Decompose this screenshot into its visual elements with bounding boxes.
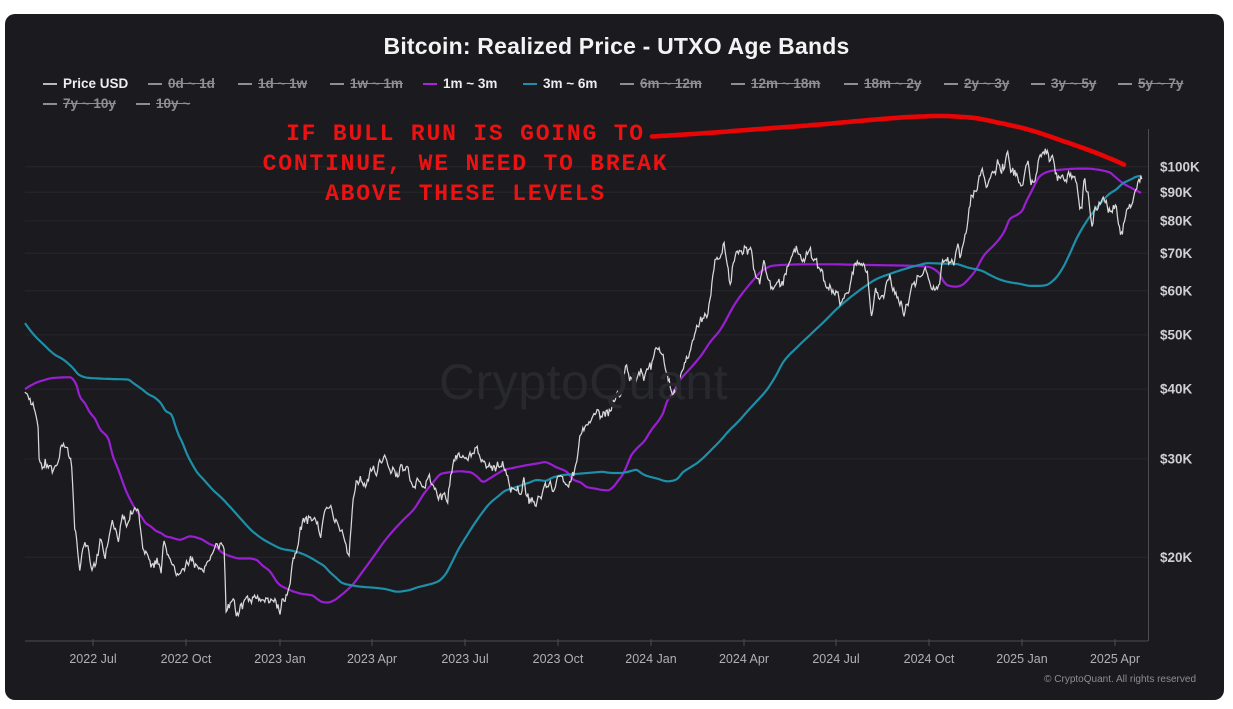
- svg-text:2024 Jan: 2024 Jan: [625, 652, 676, 666]
- svg-text:2023 Jan: 2023 Jan: [254, 652, 305, 666]
- svg-text:2023 Oct: 2023 Oct: [533, 652, 584, 666]
- svg-text:2025 Jan: 2025 Jan: [996, 652, 1047, 666]
- svg-text:$70K: $70K: [1160, 246, 1193, 261]
- svg-text:$20K: $20K: [1160, 550, 1193, 565]
- svg-text:2024 Oct: 2024 Oct: [904, 652, 955, 666]
- svg-text:$50K: $50K: [1160, 328, 1193, 343]
- svg-text:2024 Jul: 2024 Jul: [812, 652, 859, 666]
- svg-text:2022 Jul: 2022 Jul: [69, 652, 116, 666]
- svg-text:2023 Apr: 2023 Apr: [347, 652, 397, 666]
- svg-text:$30K: $30K: [1160, 452, 1193, 467]
- svg-text:2024 Apr: 2024 Apr: [719, 652, 769, 666]
- svg-text:$40K: $40K: [1160, 382, 1193, 397]
- svg-text:$60K: $60K: [1160, 283, 1193, 298]
- svg-text:$100K: $100K: [1160, 159, 1200, 174]
- svg-text:2025 Apr: 2025 Apr: [1090, 652, 1140, 666]
- svg-text:$90K: $90K: [1160, 185, 1193, 200]
- svg-text:2022 Oct: 2022 Oct: [161, 652, 212, 666]
- svg-text:2023 Jul: 2023 Jul: [441, 652, 488, 666]
- svg-text:$80K: $80K: [1160, 214, 1193, 229]
